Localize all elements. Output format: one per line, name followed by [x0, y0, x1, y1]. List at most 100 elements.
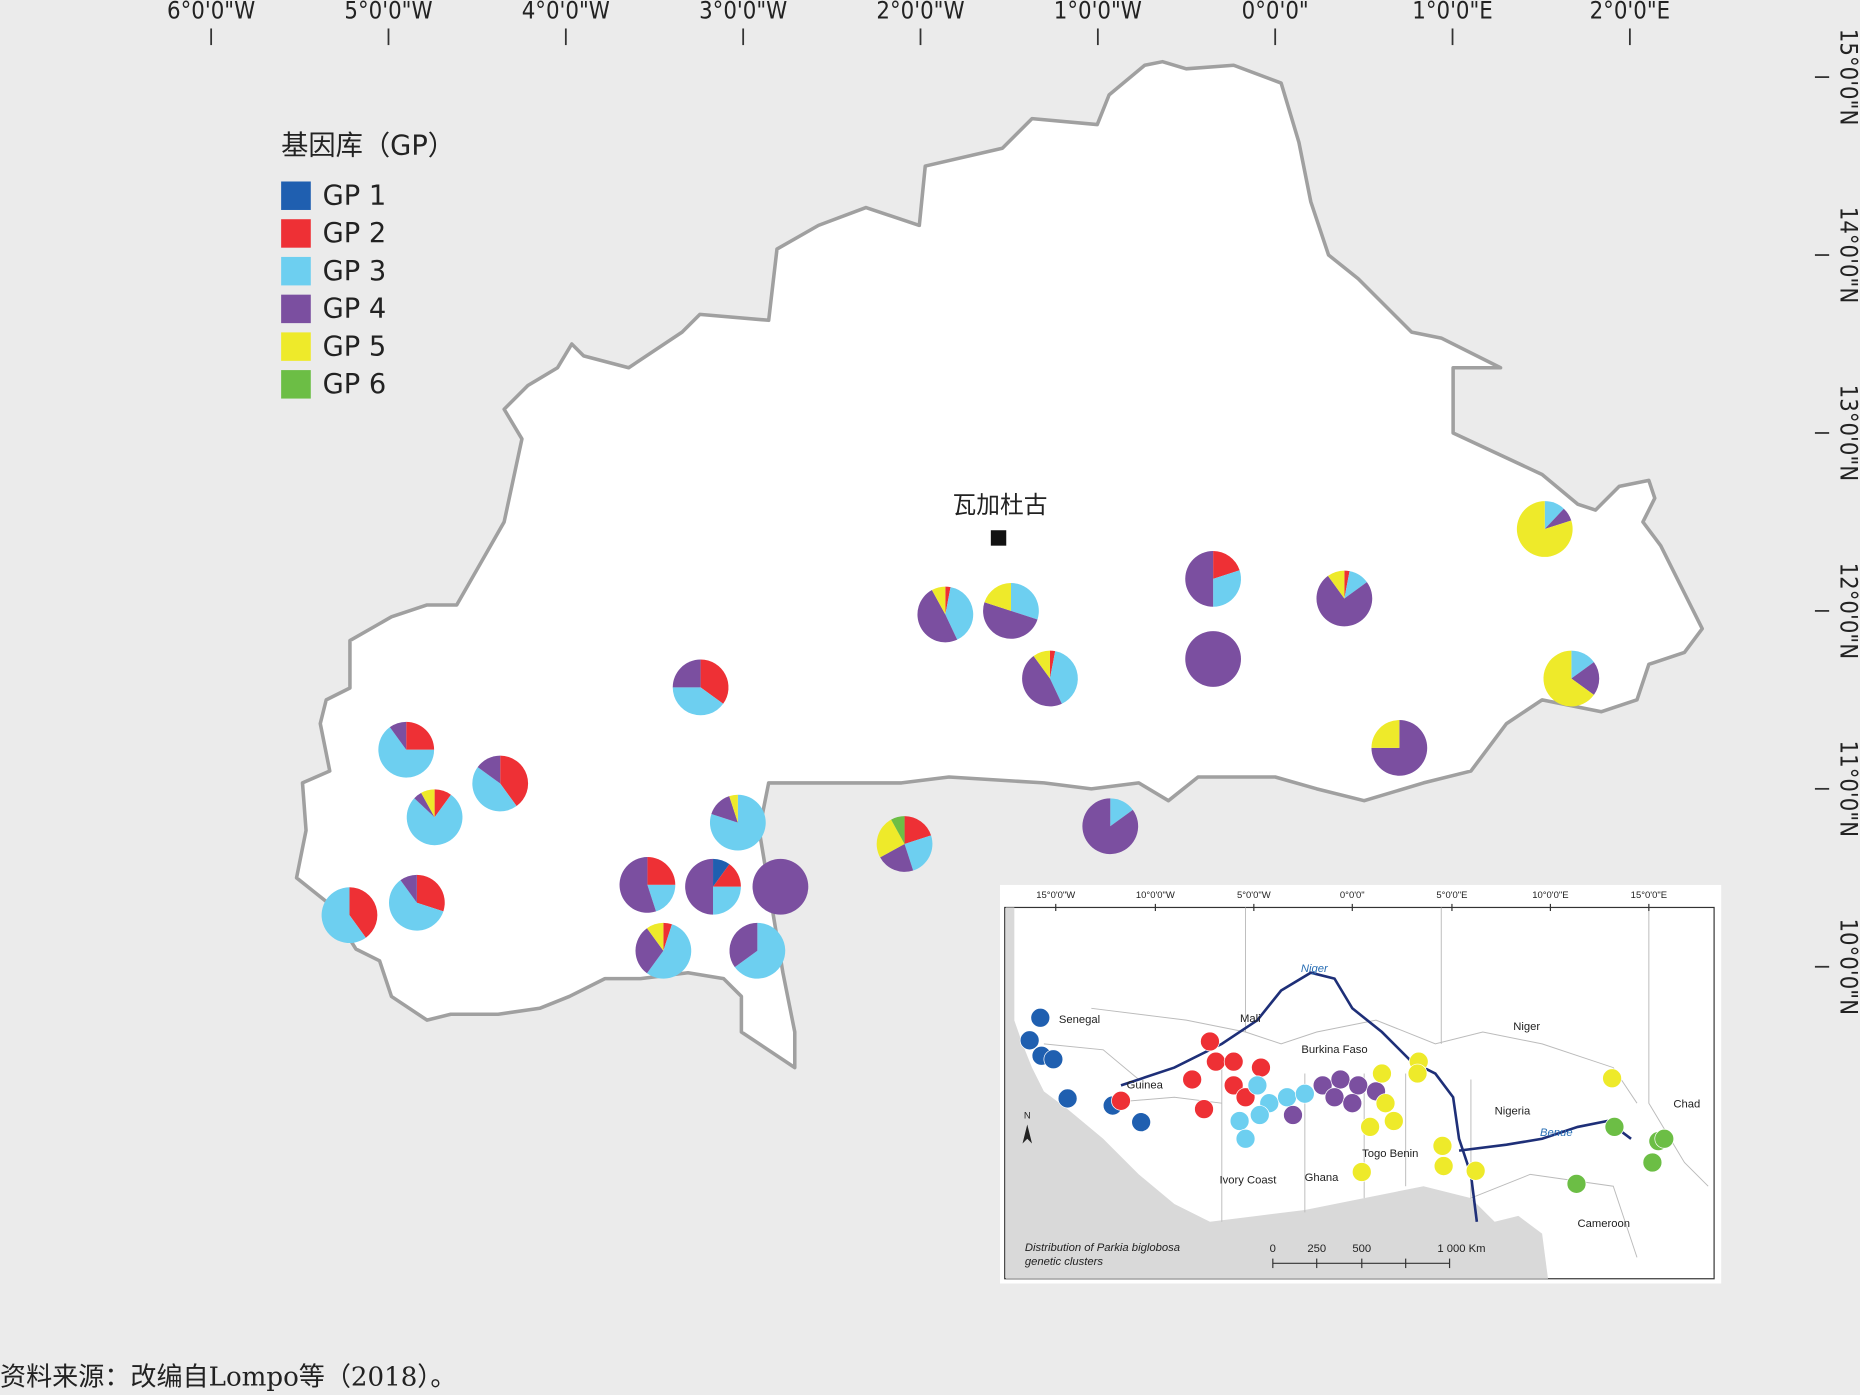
pie-wedge — [729, 794, 738, 823]
inset-tick-label: 10°0'0"W — [1136, 890, 1175, 901]
inset-dot — [1019, 1030, 1040, 1051]
pie-wedge — [729, 922, 758, 968]
inset-dot — [1602, 1068, 1622, 1089]
inset-map: 15°0'0"W 10°0'0"W 5°0'0"W 0°0'0" 5°0'0"E 10°0… — [999, 884, 1722, 1284]
inset-country: Guinea — [1127, 1079, 1164, 1091]
pie-wedge — [672, 659, 701, 688]
pie-wedge — [945, 586, 951, 615]
pie-wedge — [685, 858, 714, 915]
inset-dot — [1277, 1087, 1297, 1108]
y-tick-label: 15°0'0"N — [1834, 29, 1860, 126]
inset-dot — [1223, 1075, 1244, 1096]
inset-dot — [1251, 1057, 1271, 1078]
inset-country: Cameroon — [1578, 1218, 1631, 1230]
scale-label: 500 — [1352, 1243, 1371, 1255]
pie-wedge — [388, 880, 444, 931]
inset-dot — [1235, 1128, 1256, 1149]
pie-wedge — [1344, 570, 1350, 599]
x-tick-label: 3°0'0"W — [699, 0, 787, 24]
pie-wedge — [400, 874, 417, 903]
inset-country: Nigeria — [1495, 1105, 1531, 1117]
pie-wedge — [406, 794, 463, 846]
y-tick-label: 13°0'0"N — [1834, 385, 1860, 482]
pie-wedge — [983, 602, 1038, 639]
pie-wedge — [389, 721, 407, 750]
legend-label: GP 6 — [323, 369, 387, 400]
pie-wedge — [500, 755, 529, 807]
scale-label: 1 000 Km — [1437, 1243, 1485, 1255]
inset-dot — [1654, 1128, 1675, 1149]
y-tick-label: 11°0'0"N — [1834, 741, 1860, 838]
inset-dots — [1019, 1007, 1675, 1194]
pie-wedge — [1185, 631, 1241, 687]
pie-wedge — [663, 922, 672, 951]
pie-wedge — [646, 922, 664, 951]
inset-country: Mali — [1240, 1013, 1261, 1025]
inset-tick-label: 0°0'0" — [1340, 890, 1365, 901]
pie-wedge — [917, 590, 958, 643]
legend-label: GP 1 — [323, 180, 387, 211]
city-marker — [990, 530, 1007, 546]
pie-wedge — [1543, 650, 1594, 707]
legend-swatch — [281, 332, 311, 361]
pie-wedge — [752, 858, 809, 915]
scale-label: 0 — [1270, 1243, 1276, 1255]
inset-country: Burkina Faso — [1301, 1044, 1367, 1056]
y-tick-label: 12°0'0"N — [1834, 563, 1860, 660]
inset-dot — [1383, 1111, 1404, 1131]
x-tick-label: 4°0'0"W — [522, 0, 610, 24]
pie-wedge — [1544, 508, 1572, 530]
legend-label: GP 4 — [323, 294, 387, 325]
inset-dot — [1360, 1117, 1380, 1137]
inset-caption: genetic clusters — [1025, 1256, 1104, 1268]
scale-label: 250 — [1307, 1243, 1326, 1255]
pie-wedge — [891, 816, 905, 844]
x-tick-label: 1°0'0"W — [1054, 0, 1142, 24]
pie-wedge — [1082, 798, 1139, 855]
pie-wedge — [1022, 655, 1062, 707]
pie-wedge — [1213, 570, 1241, 607]
inset-dot — [1330, 1069, 1351, 1090]
y-tick-label: 10°0'0"N — [1834, 918, 1860, 1015]
pie-wedge — [1516, 501, 1573, 557]
inset-country: Chad — [1673, 1098, 1700, 1110]
inset-dot — [1604, 1117, 1625, 1137]
inset-dot — [1295, 1083, 1315, 1104]
inset-dot — [1566, 1174, 1587, 1194]
inset-dot — [1432, 1136, 1453, 1156]
pie-wedge — [1316, 575, 1373, 627]
pie-wedge — [646, 924, 692, 979]
inset-dot — [1235, 1087, 1256, 1108]
pie-wedge — [713, 886, 741, 915]
north-label: N — [1024, 1111, 1031, 1122]
pie-wedge — [1033, 650, 1050, 679]
pie-wedge — [904, 835, 933, 871]
inset-dot — [1131, 1112, 1151, 1133]
pie-wedge — [477, 755, 501, 784]
inset-dot — [1372, 1063, 1392, 1084]
inset-dot — [1283, 1105, 1303, 1125]
pie-wedge — [709, 794, 766, 851]
pie-wedge — [1544, 501, 1564, 530]
pie-wedge — [619, 857, 657, 913]
pie-wedge — [1571, 650, 1594, 679]
pie-wedge — [1110, 798, 1133, 827]
inset-dot — [1348, 1075, 1369, 1096]
inset-dot — [1324, 1087, 1345, 1108]
inset-dot — [1111, 1090, 1131, 1111]
pie-wedge — [931, 586, 946, 615]
inset-dot — [1351, 1162, 1372, 1182]
legend-swatch — [281, 370, 311, 399]
inset-dot — [1057, 1088, 1078, 1109]
legend-label: GP 2 — [323, 218, 387, 249]
pie-wedge — [349, 887, 378, 938]
inset-country: Ivory Coast — [1219, 1174, 1277, 1186]
legend-swatch — [281, 219, 311, 248]
inset-country: Ghana — [1305, 1172, 1340, 1184]
pie-wedge — [1049, 651, 1078, 704]
inset-river-label: Niger — [1301, 963, 1329, 975]
pie-wedge — [734, 922, 786, 979]
pie-wedge — [472, 767, 517, 812]
inset-tick-label: 15°0'0"W — [1036, 890, 1075, 901]
legend-swatch — [281, 181, 311, 210]
